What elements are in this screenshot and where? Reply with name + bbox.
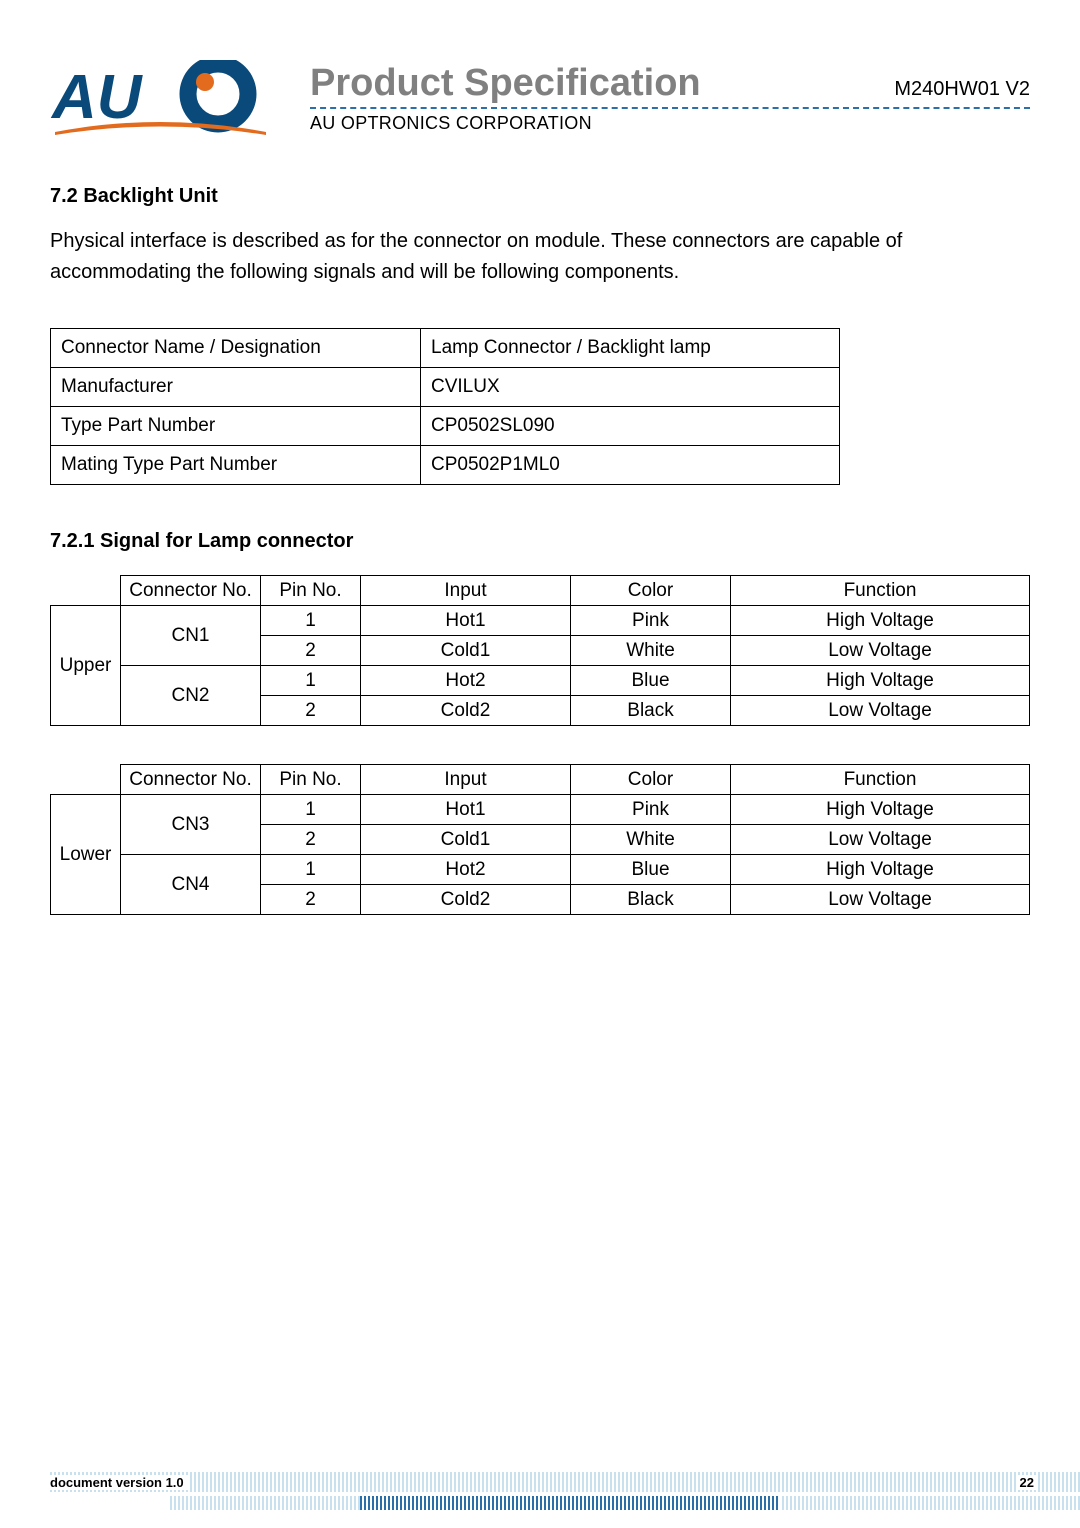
- table-cell: 2: [261, 825, 361, 855]
- model-number: M240HW01 V2: [894, 78, 1030, 101]
- table-cell: 2: [261, 885, 361, 915]
- table-cell: Black: [571, 696, 731, 726]
- table-row: Type Part NumberCP0502SL090: [51, 407, 840, 446]
- table-cell: Cold2: [361, 696, 571, 726]
- table-cell: Low Voltage: [731, 696, 1030, 726]
- table-cell: Manufacturer: [51, 368, 421, 407]
- table-cell: Blue: [571, 855, 731, 885]
- table-cell: 1: [261, 855, 361, 885]
- company-name: AU OPTRONICS CORPORATION: [310, 113, 1030, 134]
- table-cell: White: [571, 636, 731, 666]
- connector-cell: CN3: [121, 795, 261, 855]
- table-cell: CP0502SL090: [421, 407, 840, 446]
- doc-title: Product Specification: [310, 62, 701, 105]
- page-footer: document version 1.0 22: [50, 1472, 1080, 1510]
- table-cell: 1: [261, 666, 361, 696]
- page-header: AU Product Specification M240HW01 V2 AU …: [50, 60, 1030, 135]
- table-cell: Mating Type Part Number: [51, 446, 421, 485]
- table-cell: White: [571, 825, 731, 855]
- table-cell: Pink: [571, 795, 731, 825]
- table-cell: Connector Name / Designation: [51, 329, 421, 368]
- table-row: Connector Name / DesignationLamp Connect…: [51, 329, 840, 368]
- table-row: CN41Hot2BlueHigh Voltage: [51, 855, 1030, 885]
- page-number: 22: [1016, 1475, 1038, 1490]
- connector-cell: CN1: [121, 606, 261, 666]
- table-row: Mating Type Part NumberCP0502P1ML0: [51, 446, 840, 485]
- footer-bar-1: document version 1.0 22: [50, 1472, 1080, 1492]
- table-cell: 1: [261, 606, 361, 636]
- table-cell: High Voltage: [731, 855, 1030, 885]
- table-header: Pin No.: [261, 576, 361, 606]
- table-cell: Pink: [571, 606, 731, 636]
- table-cell: Low Voltage: [731, 636, 1030, 666]
- table-header: Pin No.: [261, 765, 361, 795]
- table-row: ManufacturerCVILUX: [51, 368, 840, 407]
- section-heading-7-2: 7.2 Backlight Unit: [50, 185, 1030, 208]
- footer-bar-2: [50, 1496, 1080, 1510]
- table-cell: Low Voltage: [731, 885, 1030, 915]
- table-cell: Hot2: [361, 666, 571, 696]
- table-header: Input: [361, 765, 571, 795]
- table-cell: Cold1: [361, 825, 571, 855]
- table-cell: Blue: [571, 666, 731, 696]
- table-cell: Hot2: [361, 855, 571, 885]
- signal-tables: Connector No.Pin No.InputColorFunctionUp…: [50, 575, 1030, 915]
- signal-table-lower: Connector No.Pin No.InputColorFunction Lo…: [50, 764, 1030, 915]
- table-cell: High Voltage: [731, 666, 1030, 696]
- table-cell: Cold2: [361, 885, 571, 915]
- table-cell: 2: [261, 696, 361, 726]
- svg-text:AU: AU: [50, 63, 144, 132]
- connector-cell: CN4: [121, 855, 261, 915]
- table-cell: Black: [571, 885, 731, 915]
- position-cell: Upper: [51, 606, 121, 726]
- table-cell: CP0502P1ML0: [421, 446, 840, 485]
- title-row: Product Specification M240HW01 V2: [310, 62, 1030, 109]
- table-header: [51, 765, 121, 795]
- table-header: Color: [571, 576, 731, 606]
- table-cell: High Voltage: [731, 795, 1030, 825]
- connector-cell: CN2: [121, 666, 261, 726]
- table-header: Function: [731, 576, 1030, 606]
- table-cell: Hot1: [361, 606, 571, 636]
- table-cell: Lamp Connector / Backlight lamp: [421, 329, 840, 368]
- section-body-text: Physical interface is described as for t…: [50, 226, 1030, 288]
- table-cell: Low Voltage: [731, 825, 1030, 855]
- table-cell: Cold1: [361, 636, 571, 666]
- auo-logo: AU: [50, 60, 270, 135]
- table-header: Input: [361, 576, 571, 606]
- table-cell: Type Part Number: [51, 407, 421, 446]
- position-cell: Lower: [51, 795, 121, 915]
- table-header: [51, 576, 121, 606]
- table-cell: Hot1: [361, 795, 571, 825]
- connector-info-table: Connector Name / DesignationLamp Connect…: [50, 328, 840, 485]
- table-header: Connector No.: [121, 765, 261, 795]
- header-text-block: Product Specification M240HW01 V2 AU OPT…: [310, 60, 1030, 134]
- table-row: LowerCN31Hot1PinkHigh Voltage: [51, 795, 1030, 825]
- table-header: Function: [731, 765, 1030, 795]
- table-row: UpperCN11Hot1PinkHigh Voltage: [51, 606, 1030, 636]
- table-cell: 2: [261, 636, 361, 666]
- table-row: CN21Hot2BlueHigh Voltage: [51, 666, 1030, 696]
- signal-table-upper: Connector No.Pin No.InputColorFunction Up…: [50, 575, 1030, 726]
- table-cell: 1: [261, 795, 361, 825]
- table-cell: High Voltage: [731, 606, 1030, 636]
- section-heading-7-2-1: 7.2.1 Signal for Lamp connector: [50, 530, 1030, 553]
- doc-version-label: document version 1.0: [50, 1475, 190, 1490]
- table-header: Color: [571, 765, 731, 795]
- table-cell: CVILUX: [421, 368, 840, 407]
- table-header: Connector No.: [121, 576, 261, 606]
